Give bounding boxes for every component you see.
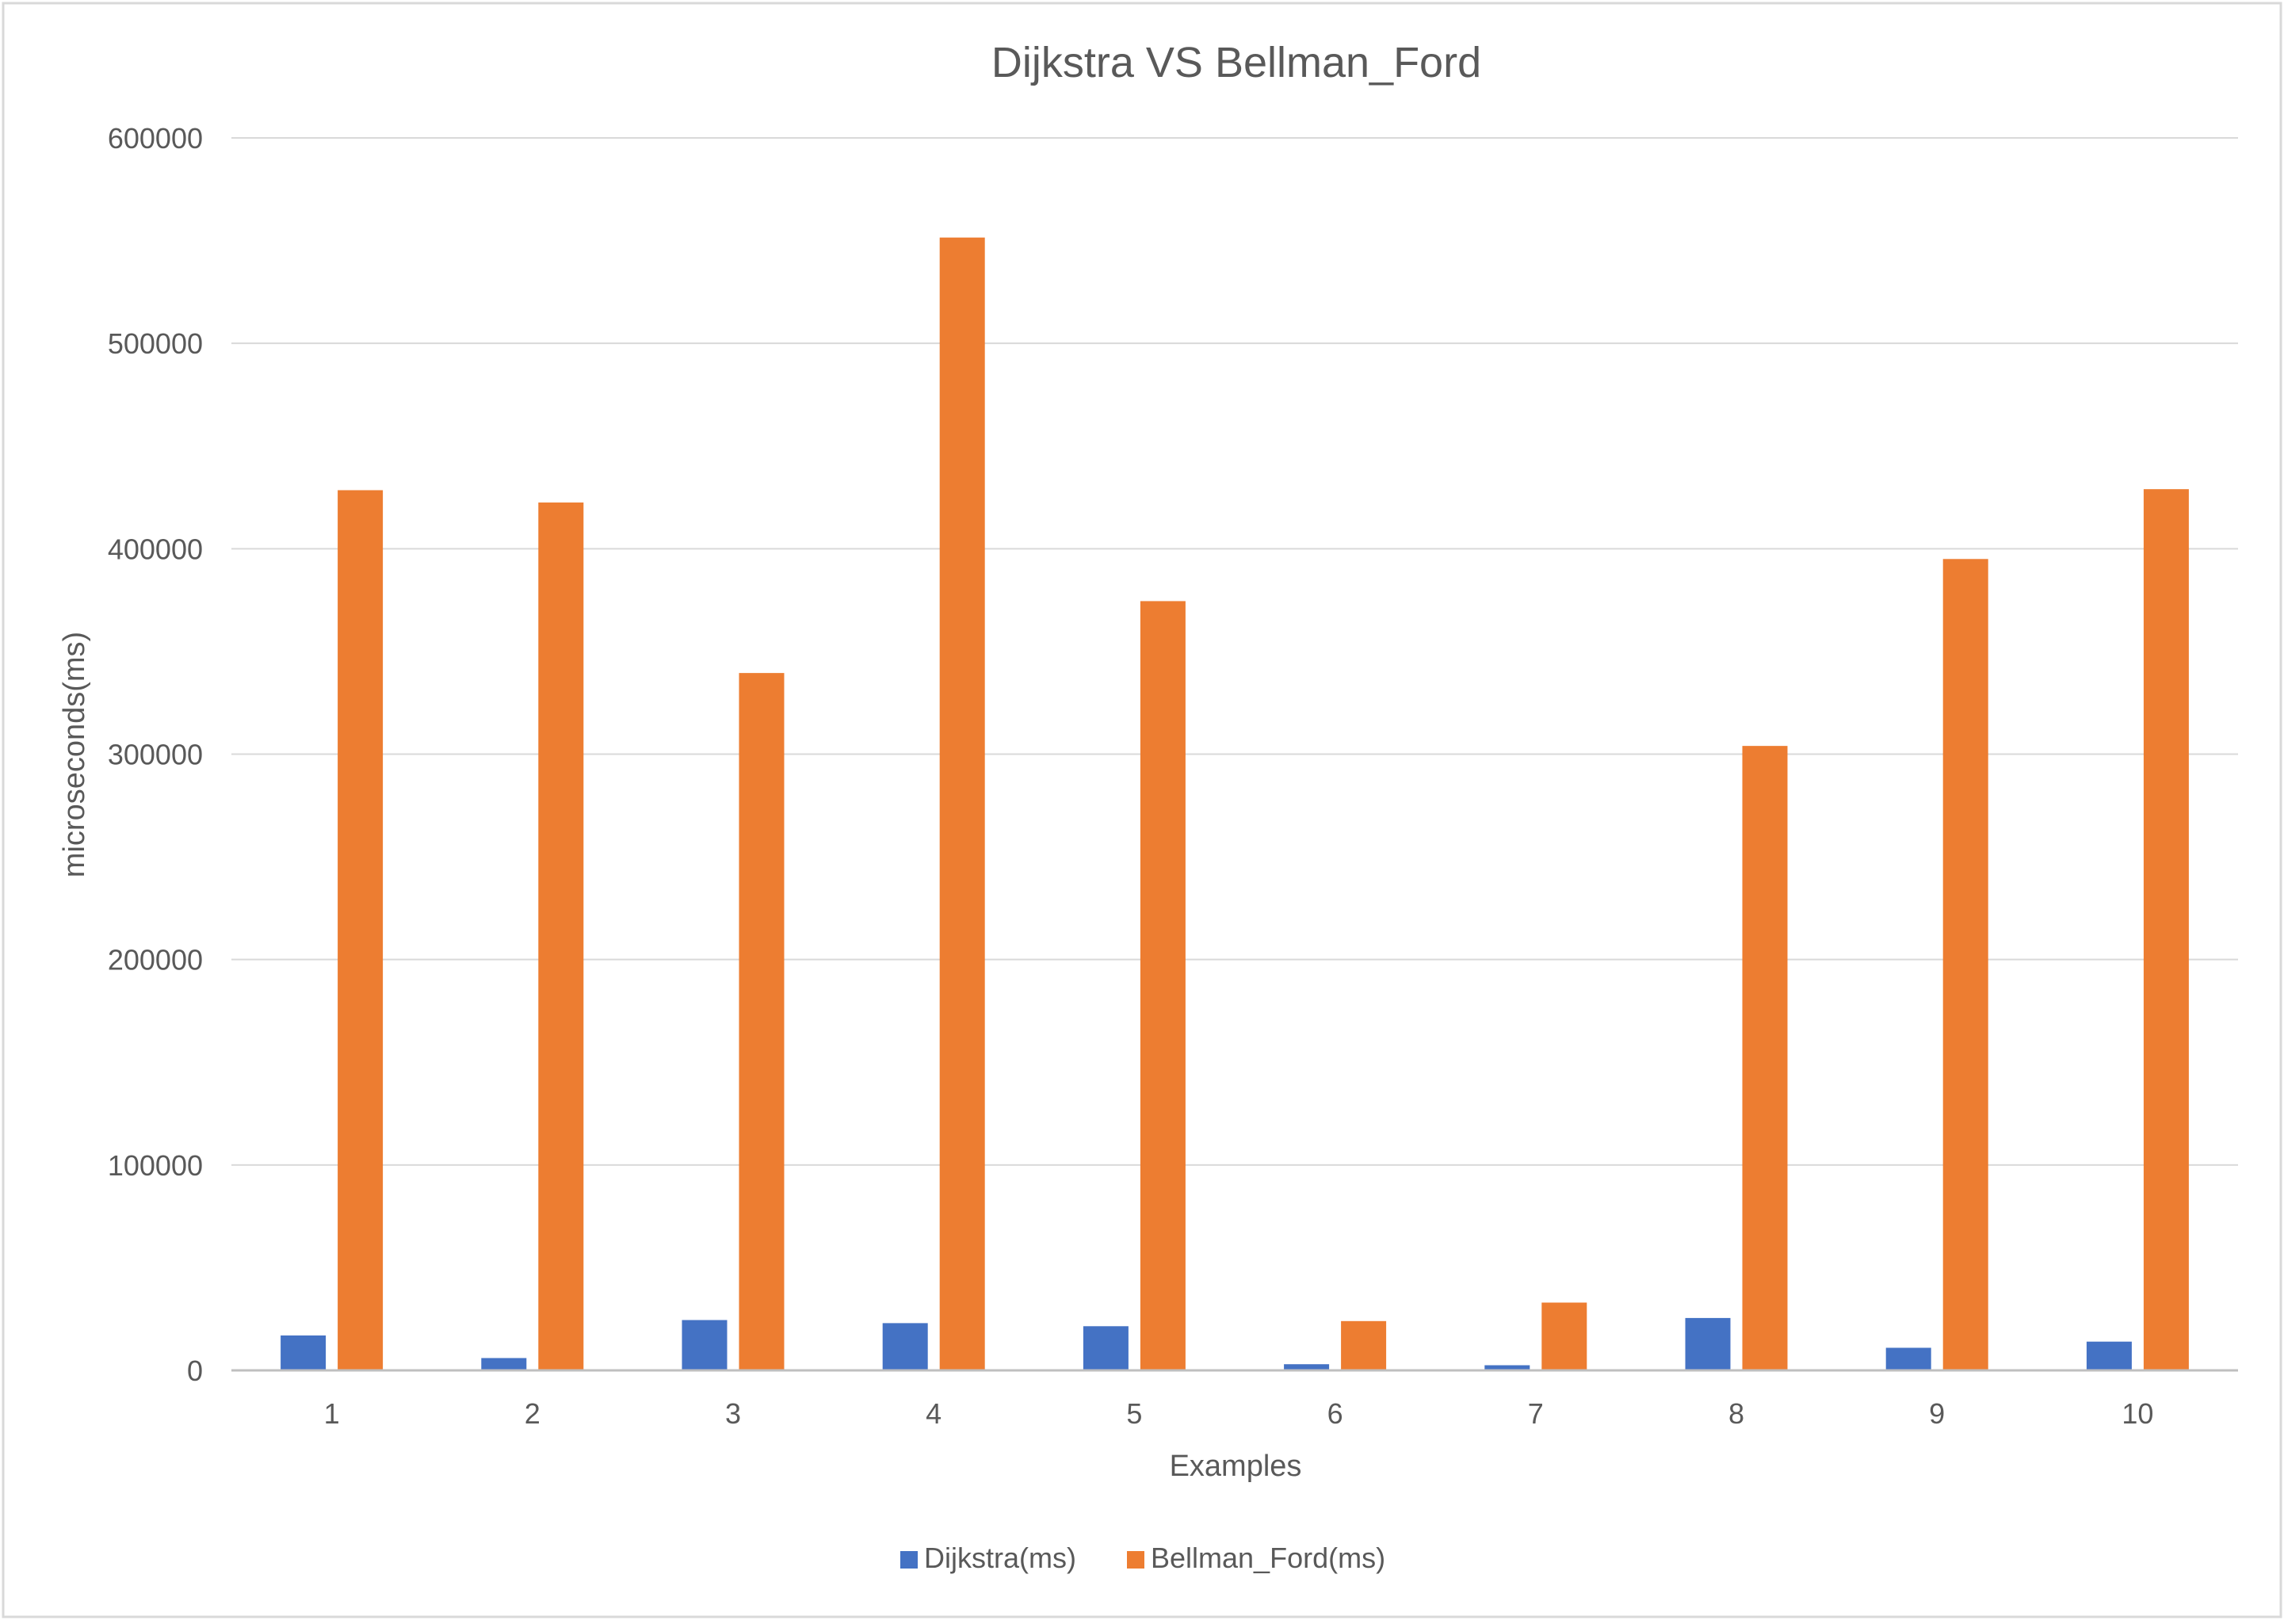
bar-bellman-ford-2 bbox=[538, 502, 584, 1371]
bar-bellman-ford-7 bbox=[1541, 1302, 1587, 1370]
bar-dijkstra-4 bbox=[882, 1323, 928, 1370]
bar-dijkstra-1 bbox=[281, 1335, 327, 1370]
bar-bellman-ford-9 bbox=[1942, 559, 1988, 1370]
y-axis-tick-labels: 0 100000 200000 300000 400000 500000 600000 bbox=[108, 122, 203, 1387]
bar-dijkstra-5 bbox=[1083, 1326, 1129, 1370]
bar-dijkstra-8 bbox=[1685, 1317, 1731, 1370]
x-tick-label: 7 bbox=[1528, 1397, 1544, 1430]
bar-dijkstra-3 bbox=[682, 1320, 728, 1370]
bar-bellman-ford-1 bbox=[338, 490, 384, 1370]
y-tick-label: 600000 bbox=[108, 122, 203, 155]
y-tick-label: 400000 bbox=[108, 533, 203, 565]
y-tick-label: 0 bbox=[187, 1355, 203, 1387]
y-axis-label: microseconds(ms) bbox=[58, 632, 91, 877]
x-tick-label: 6 bbox=[1327, 1397, 1343, 1430]
y-tick-label: 300000 bbox=[108, 739, 203, 771]
bars bbox=[281, 237, 2189, 1371]
bar-dijkstra-7 bbox=[1484, 1365, 1530, 1370]
bar-dijkstra-9 bbox=[1885, 1347, 1931, 1370]
bar-bellman-ford-6 bbox=[1341, 1320, 1387, 1370]
x-tick-label: 8 bbox=[1728, 1397, 1744, 1430]
bar-dijkstra-6 bbox=[1284, 1364, 1330, 1370]
x-axis-label: Examples bbox=[1170, 1450, 1302, 1483]
legend-label: Dijkstra(ms) bbox=[924, 1542, 1076, 1574]
bar-bellman-ford-8 bbox=[1742, 746, 1788, 1370]
x-tick-label: 3 bbox=[725, 1397, 741, 1430]
x-axis-tick-labels: 1 2 3 4 5 6 7 8 9 10 bbox=[324, 1397, 2154, 1430]
legend-label: Bellman_Ford(ms) bbox=[1151, 1542, 1385, 1574]
legend: Dijkstra(ms) Bellman_Ford(ms) bbox=[900, 1542, 1385, 1574]
bar-bellman-ford-4 bbox=[939, 237, 985, 1371]
legend-swatch bbox=[1127, 1551, 1144, 1569]
x-tick-label: 1 bbox=[324, 1397, 340, 1430]
y-tick-label: 200000 bbox=[108, 944, 203, 976]
x-tick-label: 9 bbox=[1929, 1397, 1945, 1430]
bar-dijkstra-2 bbox=[481, 1358, 527, 1370]
bar-bellman-ford-3 bbox=[739, 673, 785, 1370]
y-tick-label: 500000 bbox=[108, 327, 203, 360]
bar-bellman-ford-10 bbox=[2143, 489, 2189, 1370]
legend-swatch bbox=[900, 1551, 918, 1569]
x-tick-label: 5 bbox=[1126, 1397, 1142, 1430]
x-tick-label: 4 bbox=[926, 1397, 941, 1430]
bar-bellman-ford-5 bbox=[1140, 601, 1186, 1370]
x-tick-label: 2 bbox=[525, 1397, 540, 1430]
chart-title: Dijkstra VS Bellman_Ford bbox=[991, 39, 1481, 86]
bar-dijkstra-10 bbox=[2086, 1341, 2132, 1370]
x-tick-label: 10 bbox=[2122, 1397, 2153, 1430]
y-tick-label: 100000 bbox=[108, 1149, 203, 1182]
